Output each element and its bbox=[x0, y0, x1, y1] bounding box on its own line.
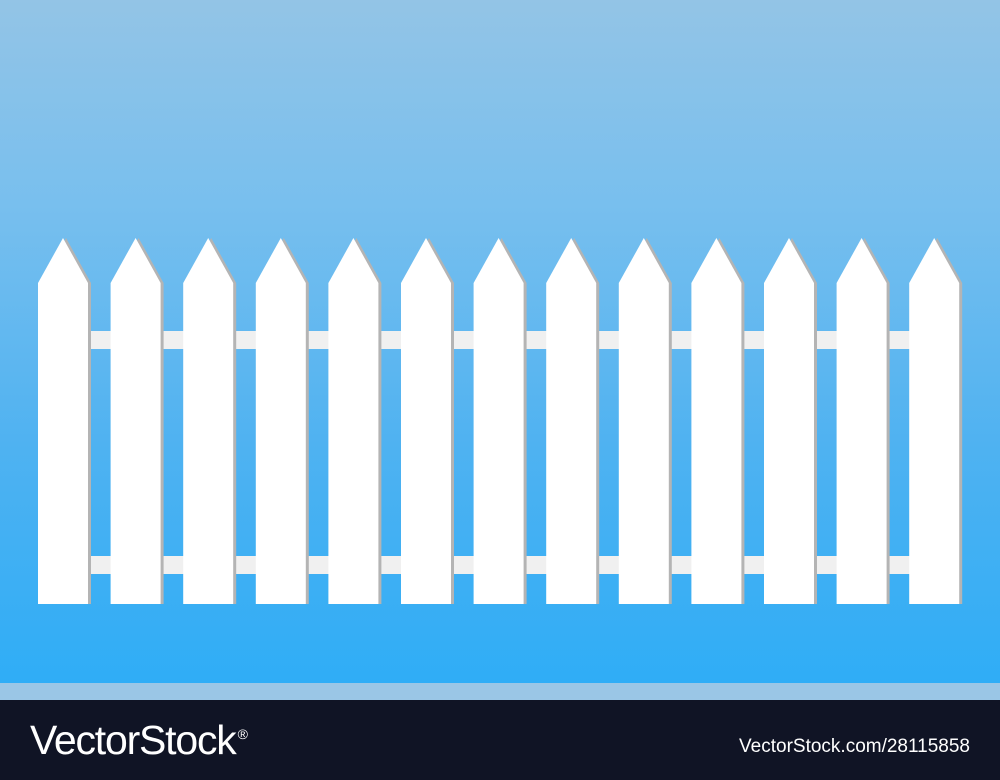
fence-picket bbox=[38, 238, 91, 604]
fence-picket bbox=[836, 238, 890, 604]
fence-picket bbox=[909, 238, 963, 604]
registered-mark: ® bbox=[237, 726, 248, 743]
fence-pickets bbox=[38, 238, 963, 604]
fence-picket bbox=[401, 238, 454, 604]
image-id-label: VectorStock.com/28115858 bbox=[739, 736, 970, 757]
fence-picket bbox=[110, 238, 164, 604]
watermark-bar: VectorStock ® VectorStock.com/28115858 bbox=[0, 700, 1000, 780]
ground-strip bbox=[0, 683, 1000, 700]
fence-picket bbox=[183, 238, 237, 604]
fence-picket bbox=[691, 238, 745, 604]
fence-picket bbox=[473, 238, 527, 604]
fence-picket bbox=[328, 238, 382, 604]
fence-picket bbox=[618, 238, 672, 604]
vectorstock-logo: VectorStock ® bbox=[30, 717, 248, 764]
picket-fence bbox=[38, 238, 963, 604]
sky-background bbox=[0, 0, 1000, 683]
fence-picket bbox=[255, 238, 309, 604]
fence-picket bbox=[546, 238, 600, 604]
fence-picket bbox=[764, 238, 817, 604]
logo-text: VectorStock bbox=[30, 717, 237, 763]
